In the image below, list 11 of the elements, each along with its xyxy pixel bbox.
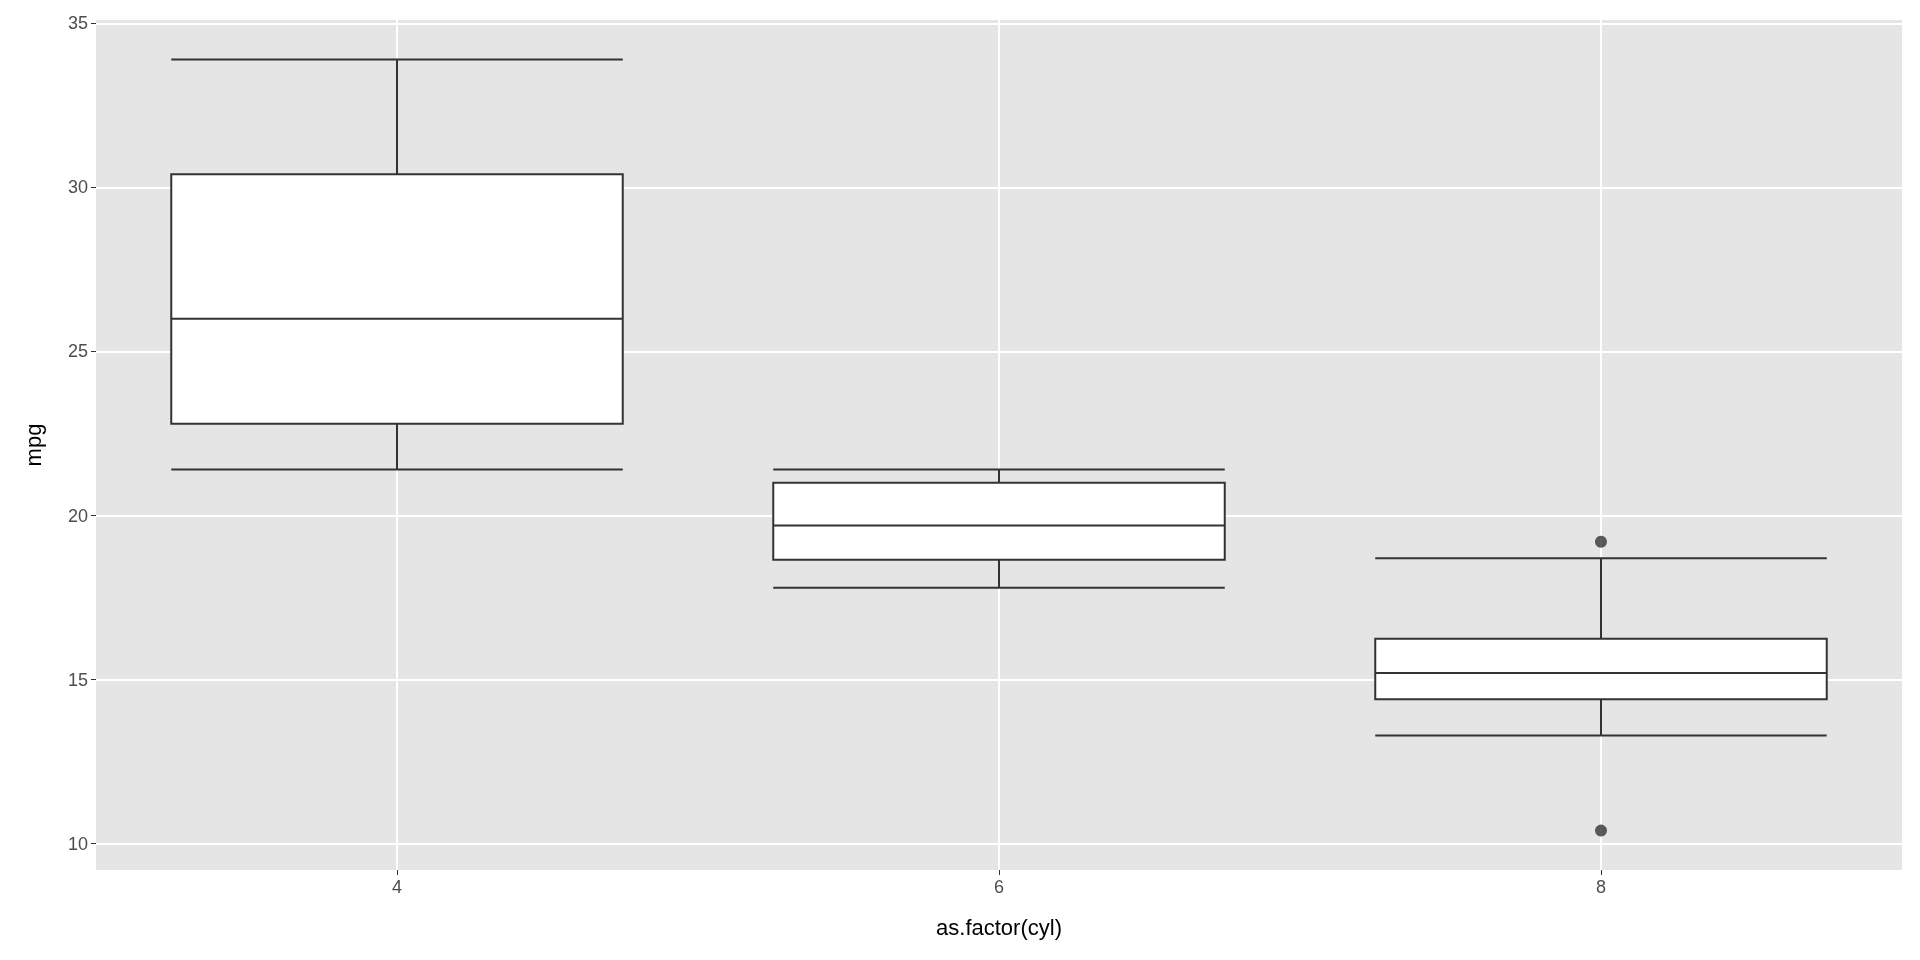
x-tick-label: 6 <box>993 877 1005 897</box>
x-tick-label: 8 <box>1595 877 1607 897</box>
y-tick-label: 20 <box>67 505 88 526</box>
y-tick-label: 15 <box>67 669 88 690</box>
x-tick-label: 4 <box>391 877 403 897</box>
y-tick-label: 10 <box>67 833 88 854</box>
y-axis-title: mpg <box>20 423 46 467</box>
y-tick-label: 25 <box>67 341 88 362</box>
x-axis-title: as.factor(cyl) <box>936 914 1062 940</box>
y-tick-label: 35 <box>67 13 88 34</box>
y-tick-label: 30 <box>67 177 88 198</box>
